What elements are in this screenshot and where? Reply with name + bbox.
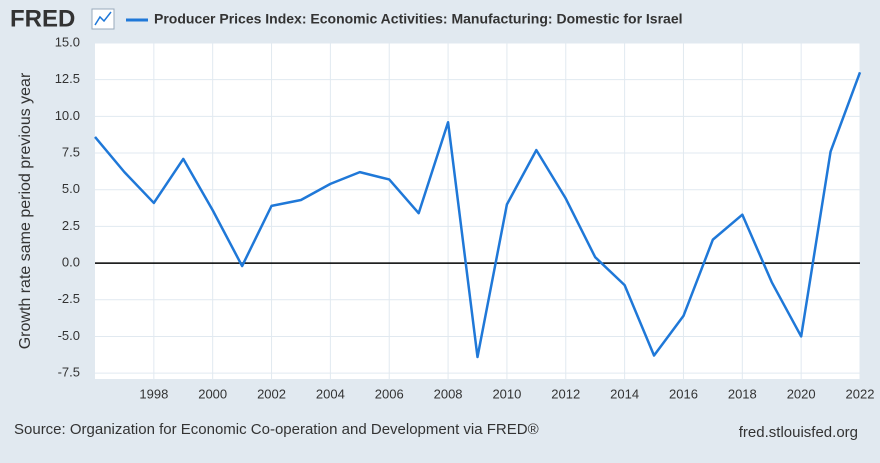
logo-icon: [91, 8, 115, 30]
series-line: [94, 71, 862, 359]
x-tick-label: 2020: [787, 386, 816, 401]
y-tick-label: 7.5: [62, 144, 80, 159]
x-tick-label: 2018: [728, 386, 757, 401]
x-tick-label: 2006: [375, 386, 404, 401]
y-tick-label: -2.5: [58, 291, 80, 306]
x-tick-label: 2004: [316, 386, 345, 401]
y-tick-label: 0.0: [62, 255, 80, 270]
y-tick-label: 5.0: [62, 181, 80, 196]
source: Source: Organization for Economic Co-ope…: [14, 421, 539, 438]
y-tick-label: 10.0: [55, 108, 80, 123]
x-tick-label: 2002: [257, 386, 286, 401]
x-tick-label: 2022: [846, 386, 875, 401]
x-tick-label: 2008: [434, 386, 463, 401]
y-tick-label: -5.0: [58, 328, 80, 343]
y-axis-title: Growth rate same period previous year: [17, 72, 34, 349]
x-tick-label: 2012: [551, 386, 580, 401]
plot-area: [95, 43, 860, 379]
y-tick-label: 2.5: [62, 218, 80, 233]
y-tick-label: 15.0: [55, 34, 80, 49]
x-tick-label: 2010: [492, 386, 521, 401]
x-tick-label: 2000: [198, 386, 227, 401]
legend-label: Producer Prices Index: Economic Activiti…: [154, 11, 683, 27]
x-tick-label: 1998: [139, 386, 168, 401]
site: fred.stlouisfed.org: [739, 424, 858, 441]
x-tick-label: 2016: [669, 386, 698, 401]
x-tick-label: 2014: [610, 386, 639, 401]
y-tick-label: 12.5: [55, 71, 80, 86]
y-tick-label: -7.5: [58, 365, 80, 380]
logo: FRED: [10, 5, 75, 32]
